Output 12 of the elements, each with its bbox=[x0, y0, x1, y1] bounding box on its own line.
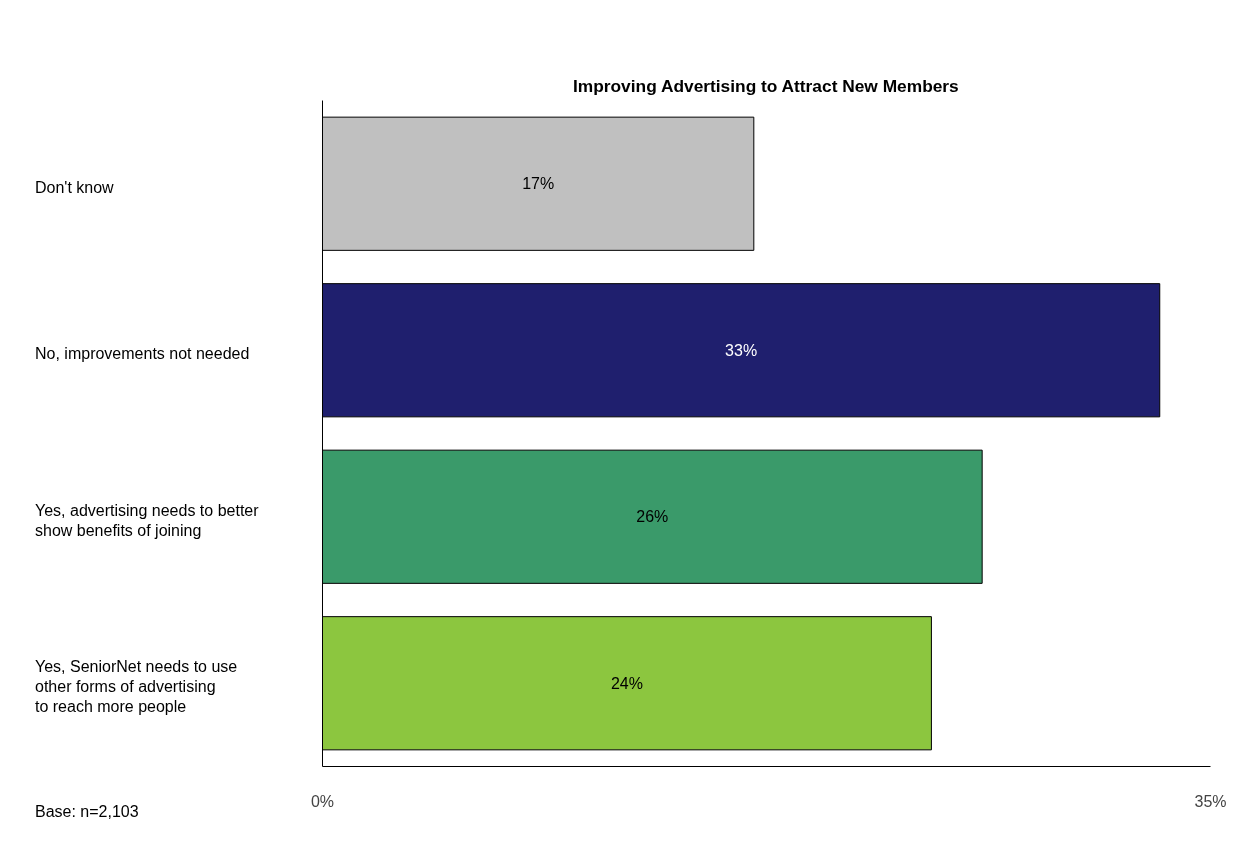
y-tick-label: Yes, SeniorNet needs to use other forms of advertising to reach more people bbox=[35, 657, 238, 717]
chart-title: Improving Advertising to Attract New Members bbox=[572, 75, 959, 96]
data-label: 33% bbox=[725, 341, 758, 359]
x-tick-label: 0% bbox=[310, 792, 335, 810]
y-tick-label: No, improvements not needed bbox=[35, 344, 250, 364]
y-tick-label: Yes, advertising needs to better show benefits of joining bbox=[35, 501, 259, 541]
y-tick-label: Don't know bbox=[35, 178, 114, 198]
text: Base: n=2,103 bbox=[35, 802, 139, 822]
data-label: 24% bbox=[610, 674, 643, 692]
data-label: 17% bbox=[522, 175, 555, 193]
x-tick-label: 35% bbox=[1194, 792, 1227, 810]
data-label: 26% bbox=[636, 508, 669, 526]
